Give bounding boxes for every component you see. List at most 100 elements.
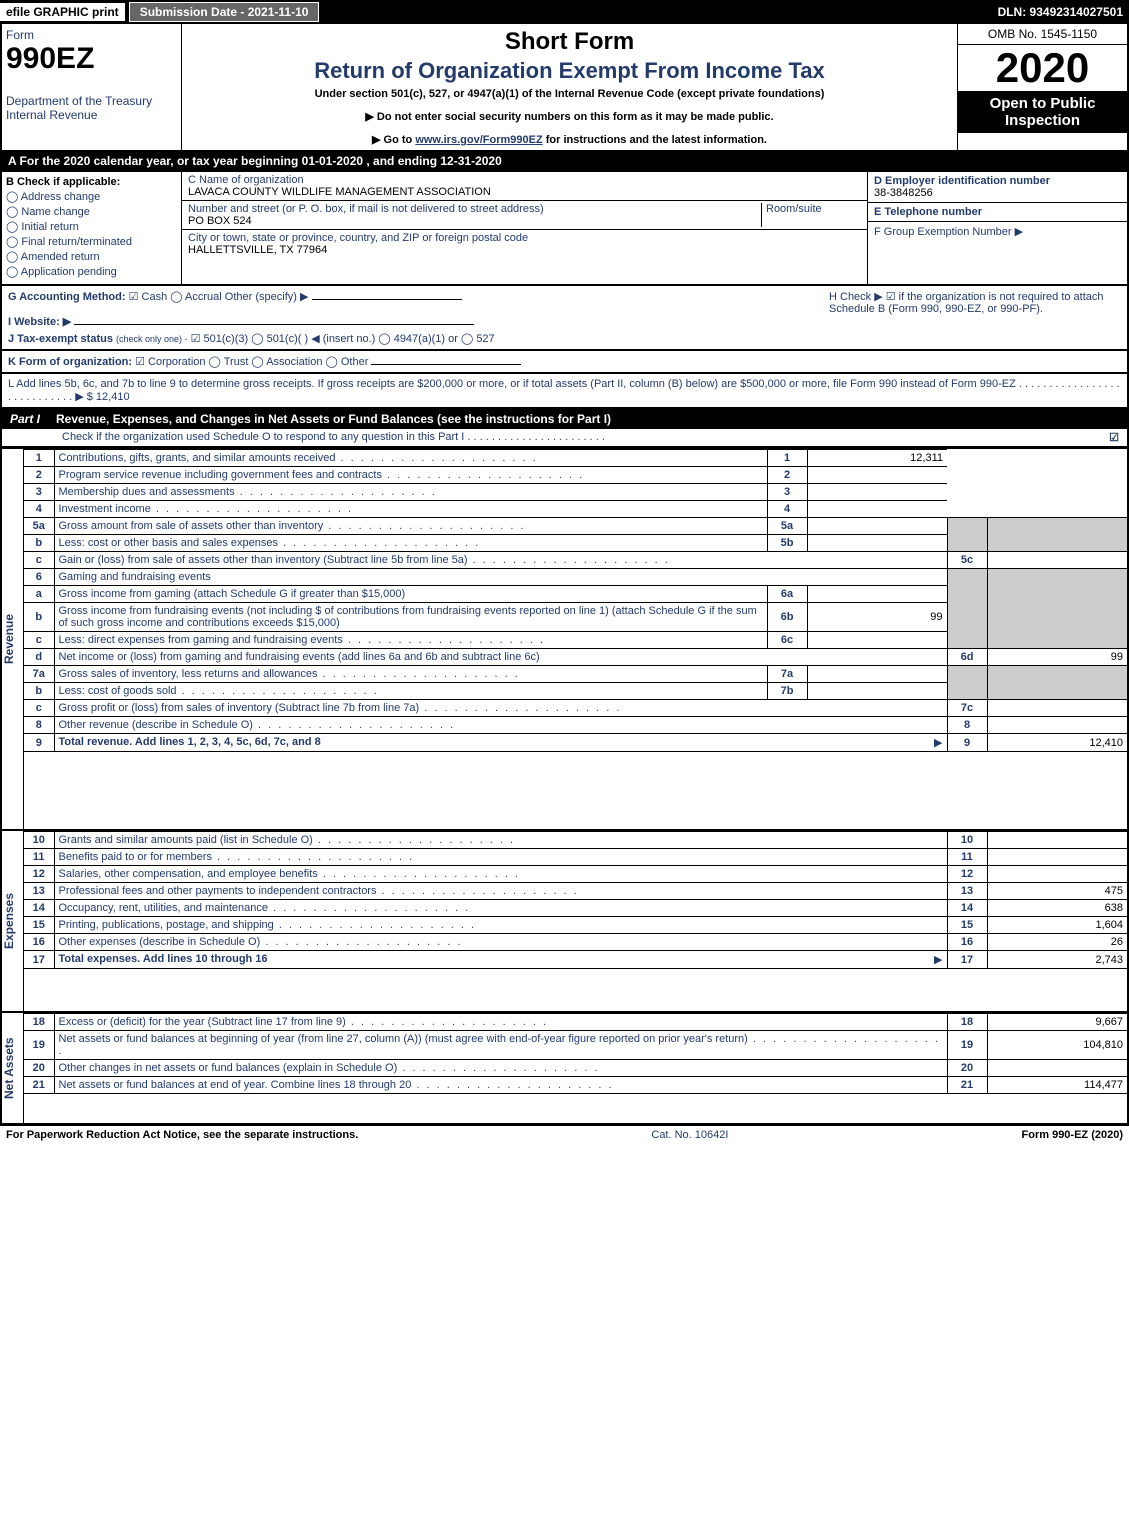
submission-date: Submission Date - 2021-11-10: [129, 2, 320, 22]
header-mid: Short Form Return of Organization Exempt…: [182, 24, 957, 150]
org-name: LAVACA COUNTY WILDLIFE MANAGEMENT ASSOCI…: [188, 186, 861, 198]
schedule-o-check[interactable]: ☑: [1109, 431, 1119, 444]
revenue-table: 1Contributions, gifts, grants, and simil…: [24, 449, 1127, 752]
line-k: K Form of organization: ☑ Corporation ◯ …: [0, 351, 1129, 374]
net-assets-side-label: Net Assets: [2, 1013, 24, 1123]
k-other-field[interactable]: [371, 364, 521, 365]
table-row: dNet income or (loss) from gaming and fu…: [24, 649, 1127, 666]
chk-address-change[interactable]: ◯ Address change: [6, 190, 177, 203]
footer-left: For Paperwork Reduction Act Notice, see …: [6, 1129, 358, 1141]
f-group-row: F Group Exemption Number ▶: [868, 222, 1127, 241]
c-label: C Name of organization: [188, 174, 861, 186]
g-other-field[interactable]: [312, 299, 462, 300]
section-b-through-f: B Check if applicable: ◯ Address change …: [0, 172, 1129, 286]
e-phone-row: E Telephone number: [868, 203, 1127, 222]
table-row: 10Grants and similar amounts paid (list …: [24, 832, 1127, 849]
footer-cat-no: Cat. No. 10642I: [358, 1129, 1021, 1141]
chk-amended-return[interactable]: ◯ Amended return: [6, 250, 177, 263]
table-row: 19Net assets or fund balances at beginni…: [24, 1031, 1127, 1060]
dept-treasury: Department of the Treasury: [6, 94, 177, 108]
goto-line: ▶ Go to www.irs.gov/Form990EZ for instru…: [186, 133, 953, 146]
j-sub: (check only one) -: [116, 334, 188, 344]
j-opts[interactable]: ☑ 501(c)(3) ◯ 501(c)( ) ◀ (insert no.) ◯…: [191, 333, 495, 345]
line-g: G Accounting Method: ☑ Cash ◯ Accrual Ot…: [8, 290, 821, 303]
column-c: C Name of organization LAVACA COUNTY WIL…: [182, 172, 867, 284]
table-row: 20Other changes in net assets or fund ba…: [24, 1060, 1127, 1077]
table-row: 14Occupancy, rent, utilities, and mainte…: [24, 900, 1127, 917]
table-row: 4Investment income4: [24, 501, 1127, 518]
ghi-left: G Accounting Method: ☑ Cash ◯ Accrual Ot…: [8, 290, 821, 345]
table-row: 7aGross sales of inventory, less returns…: [24, 666, 1127, 683]
website-field[interactable]: [74, 324, 474, 325]
g-label: G Accounting Method:: [8, 291, 126, 303]
j-label: J Tax-exempt status: [8, 333, 113, 345]
column-b-checkboxes: B Check if applicable: ◯ Address change …: [2, 172, 182, 284]
line-i: I Website: ▶: [8, 315, 821, 328]
d-ein-row: D Employer identification number 38-3848…: [868, 172, 1127, 203]
chk-final-return[interactable]: ◯ Final return/terminated: [6, 235, 177, 248]
chk-initial-return[interactable]: ◯ Initial return: [6, 220, 177, 233]
irs-link[interactable]: www.irs.gov/Form990EZ: [415, 134, 542, 146]
g-cash[interactable]: ☑ Cash: [129, 291, 168, 303]
part-1-title: Revenue, Expenses, and Changes in Net As…: [48, 409, 1127, 429]
short-form-title: Short Form: [186, 28, 953, 56]
tax-year: 2020: [958, 45, 1127, 91]
address-row: Number and street (or P. O. box, if mail…: [182, 201, 867, 230]
table-row: 8Other revenue (describe in Schedule O)8: [24, 717, 1127, 734]
form-label: Form: [6, 28, 177, 42]
net-assets-section: Net Assets 18Excess or (deficit) for the…: [0, 1013, 1129, 1125]
line-h[interactable]: H Check ▶ ☑ if the organization is not r…: [821, 290, 1121, 345]
addr-label: Number and street (or P. O. box, if mail…: [188, 203, 761, 215]
g-accrual[interactable]: ◯ Accrual: [170, 291, 221, 303]
line-j: J Tax-exempt status (check only one) - ☑…: [8, 332, 821, 345]
table-row: 2Program service revenue including gover…: [24, 467, 1127, 484]
table-row: 18Excess or (deficit) for the year (Subt…: [24, 1014, 1127, 1031]
lines-g-h-i-j: G Accounting Method: ☑ Cash ◯ Accrual Ot…: [0, 286, 1129, 351]
dept-irs: Internal Revenue: [6, 108, 177, 122]
table-row: 17Total expenses. Add lines 10 through 1…: [24, 951, 1127, 969]
net-assets-table: 18Excess or (deficit) for the year (Subt…: [24, 1013, 1127, 1094]
table-row: 11Benefits paid to or for members11: [24, 849, 1127, 866]
table-row: 13Professional fees and other payments t…: [24, 883, 1127, 900]
efile-label[interactable]: efile GRAPHIC print: [0, 3, 125, 21]
return-title: Return of Organization Exempt From Incom…: [186, 58, 953, 84]
i-label: I Website: ▶: [8, 316, 71, 328]
expenses-section: Expenses 10Grants and similar amounts pa…: [0, 831, 1129, 1013]
ssn-warning: ▶ Do not enter social security numbers o…: [186, 110, 953, 123]
table-row: 6Gaming and fundraising events: [24, 569, 1127, 586]
goto-post: for instructions and the latest informat…: [543, 134, 767, 146]
chk-name-change[interactable]: ◯ Name change: [6, 205, 177, 218]
k-opts[interactable]: ☑ Corporation ◯ Trust ◯ Association ◯ Ot…: [135, 356, 368, 368]
table-row: cGain or (loss) from sale of assets othe…: [24, 552, 1127, 569]
table-row: 1Contributions, gifts, grants, and simil…: [24, 450, 1127, 467]
table-row: 5aGross amount from sale of assets other…: [24, 518, 1127, 535]
open-public: Open to Public Inspection: [958, 91, 1127, 133]
part-1-subtext: Check if the organization used Schedule …: [2, 429, 1127, 447]
subtext: Check if the organization used Schedule …: [62, 431, 1109, 444]
b-header: B Check if applicable:: [6, 176, 177, 188]
revenue-side-label: Revenue: [2, 449, 24, 829]
part-1-header: Part I Revenue, Expenses, and Changes in…: [2, 409, 1127, 429]
chk-application-pending[interactable]: ◯ Application pending: [6, 265, 177, 278]
d-label: D Employer identification number: [874, 175, 1121, 187]
footer-right: Form 990-EZ (2020): [1022, 1129, 1123, 1141]
e-label: E Telephone number: [874, 206, 1121, 218]
table-row: cGross profit or (loss) from sales of in…: [24, 700, 1127, 717]
goto-pre: ▶ Go to: [372, 134, 415, 146]
top-bar: efile GRAPHIC print Submission Date - 20…: [0, 0, 1129, 24]
ein-value: 38-3848256: [874, 187, 1121, 199]
row-a-tax-year: A For the 2020 calendar year, or tax yea…: [0, 152, 1129, 172]
table-row: 9Total revenue. Add lines 1, 2, 3, 4, 5c…: [24, 734, 1127, 752]
city-row: City or town, state or province, country…: [182, 230, 867, 258]
table-row: 15Printing, publications, postage, and s…: [24, 917, 1127, 934]
expenses-table: 10Grants and similar amounts paid (list …: [24, 831, 1127, 969]
form-header: Form 990EZ Department of the Treasury In…: [0, 24, 1129, 152]
table-row: 12Salaries, other compensation, and empl…: [24, 866, 1127, 883]
k-label: K Form of organization:: [8, 356, 132, 368]
form-number: 990EZ: [6, 42, 177, 76]
city-label: City or town, state or province, country…: [188, 232, 861, 244]
g-other[interactable]: Other (specify) ▶: [225, 291, 309, 303]
part-1-label: Part I: [2, 409, 48, 429]
table-row: 16Other expenses (describe in Schedule O…: [24, 934, 1127, 951]
f-label: F Group Exemption Number ▶: [874, 225, 1121, 238]
